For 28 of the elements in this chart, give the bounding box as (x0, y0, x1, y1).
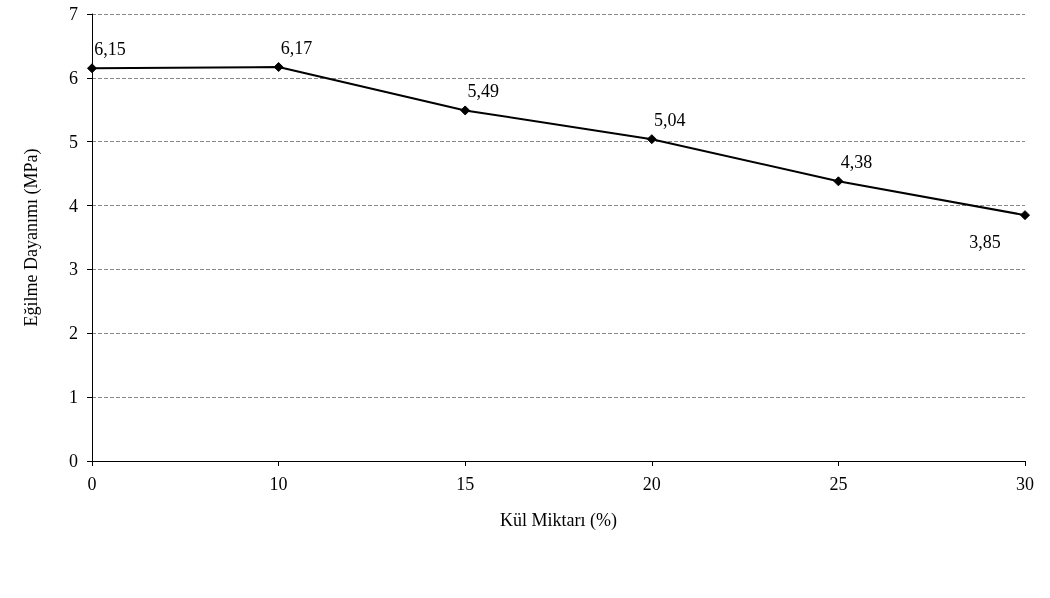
y-tick-label: 4 (69, 195, 78, 216)
y-tick-label: 3 (69, 259, 78, 280)
data-label: 5,49 (467, 81, 499, 102)
point (833, 176, 844, 187)
x-tick-label: 10 (269, 474, 288, 494)
data-label: 5,04 (654, 110, 686, 131)
point (460, 105, 471, 116)
y-tick-label: 6 (69, 67, 78, 88)
y-tick-label: 7 (69, 4, 78, 24)
point (646, 134, 657, 145)
x-tick-label: 30 (1016, 474, 1034, 494)
y-tick-label: 0 (69, 451, 78, 471)
point (87, 63, 97, 74)
x-tick-label: 20 (642, 474, 661, 494)
y-tick-label: 5 (69, 131, 78, 152)
data-label: 3,85 (969, 232, 1001, 253)
x-tick-label: 15 (456, 474, 475, 494)
point (273, 62, 284, 72)
y-tick-label: 1 (69, 387, 78, 408)
point (1020, 210, 1030, 221)
y-tick-label: 2 (69, 323, 78, 344)
x-tick-label: 25 (829, 474, 848, 494)
data-label: 4,38 (840, 152, 873, 173)
data-label: 6,15 (94, 39, 126, 60)
x-tick-label: 0 (87, 474, 97, 494)
data-label: 6,17 (280, 38, 313, 58)
x-axis-title: Kül Miktarı (%) (500, 510, 617, 531)
y-axis-title: Eğilme Dayanımı (MPa) (21, 148, 42, 327)
